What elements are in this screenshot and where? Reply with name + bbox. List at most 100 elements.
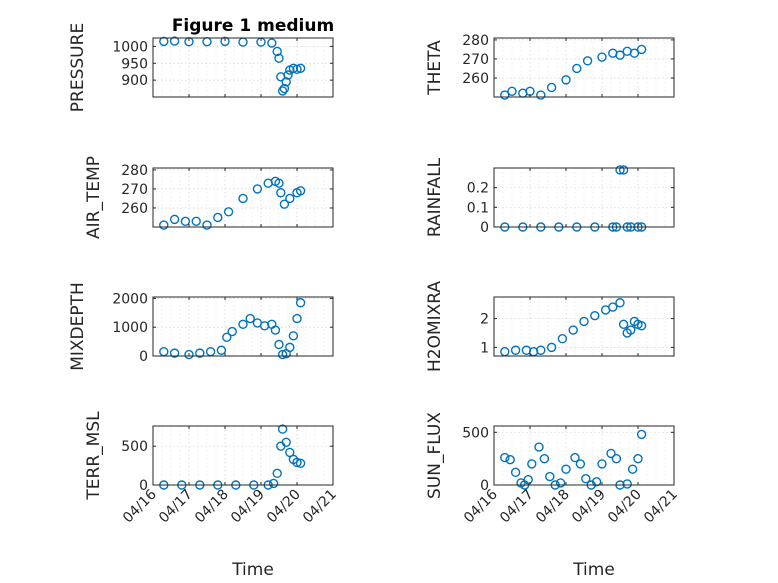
data-point xyxy=(274,178,284,188)
x-tick-label: 04/19 xyxy=(569,487,609,527)
y-axis-label: RAINFALL xyxy=(425,157,445,237)
x-tick-label: 04/17 xyxy=(156,487,196,527)
data-point xyxy=(606,448,616,459)
data-point xyxy=(295,186,306,196)
data-point xyxy=(555,478,566,488)
y-tick-label: 900 xyxy=(121,73,148,89)
data-point xyxy=(546,82,557,93)
axes-box xyxy=(493,167,675,228)
axes-box xyxy=(493,425,675,486)
data-point xyxy=(252,184,263,194)
data-point xyxy=(216,345,227,355)
data-point xyxy=(245,313,255,324)
data-point xyxy=(633,453,643,464)
data-point xyxy=(591,477,602,487)
x-tick-label: 04/19 xyxy=(228,487,268,527)
axes-box xyxy=(152,37,334,98)
data-point xyxy=(222,332,232,342)
data-point xyxy=(615,298,625,308)
data-point xyxy=(568,325,578,335)
data-point xyxy=(627,464,638,474)
data-point xyxy=(539,453,550,464)
data-point xyxy=(285,193,295,204)
y-tick-label: 0 xyxy=(480,220,489,236)
y-tick-label: 270 xyxy=(121,182,148,198)
data-point xyxy=(523,475,533,485)
data-point xyxy=(169,214,180,225)
axes-box xyxy=(493,296,675,357)
y-tick-label: 0 xyxy=(139,478,148,494)
data-point xyxy=(581,473,591,484)
data-point xyxy=(202,220,212,230)
data-point xyxy=(597,52,607,62)
data-point xyxy=(510,467,521,478)
y-tick-label: 2000 xyxy=(112,291,148,307)
data-point xyxy=(575,459,586,469)
data-point xyxy=(169,36,180,46)
data-point xyxy=(281,77,291,87)
data-point xyxy=(611,453,622,464)
data-point xyxy=(180,216,191,226)
data-point xyxy=(618,319,629,330)
data-point xyxy=(268,478,279,489)
y-tick-label: 1000 xyxy=(112,39,148,55)
data-point xyxy=(276,188,286,198)
x-tick-label: 04/17 xyxy=(497,487,537,527)
data-point xyxy=(159,220,169,230)
data-point xyxy=(238,193,248,204)
y-tick-label: 950 xyxy=(121,56,148,72)
data-point xyxy=(277,349,288,360)
data-point xyxy=(505,455,515,465)
x-tick-label: 04/21 xyxy=(641,487,681,527)
data-point xyxy=(169,348,180,358)
subplot-h2omixra: 1 2 H2OMIXRA xyxy=(425,281,675,372)
data-point xyxy=(191,216,201,226)
x-tick-label: 04/18 xyxy=(192,487,232,527)
x-tick-label: 04/21 xyxy=(300,487,340,527)
data-point xyxy=(292,313,302,324)
data-point xyxy=(608,302,618,312)
y-tick-label: 0 xyxy=(139,349,148,365)
y-tick-label: 270 xyxy=(462,52,489,68)
data-point xyxy=(622,479,632,489)
data-point xyxy=(507,86,517,96)
data-point xyxy=(238,319,248,330)
data-point xyxy=(274,53,284,63)
data-point xyxy=(288,331,299,341)
x-axis-label-left: Time xyxy=(231,560,274,580)
data-point xyxy=(292,457,302,468)
subplot-rainfall: 0 0.1 0.2 RAINFALL xyxy=(425,157,675,237)
y-tick-label: 0.2 xyxy=(467,181,489,197)
y-axis-label: THETA xyxy=(425,40,445,96)
data-point xyxy=(582,56,593,66)
data-point xyxy=(561,75,571,85)
data-point xyxy=(279,83,290,94)
data-point xyxy=(500,90,510,100)
data-point xyxy=(615,50,625,60)
data-point xyxy=(636,429,647,440)
data-point xyxy=(597,459,607,469)
x-tick-label: 04/20 xyxy=(264,487,304,527)
data-point xyxy=(545,471,555,482)
data-point xyxy=(636,321,647,331)
figure-title: Figure 1 medium xyxy=(172,16,334,36)
data-point xyxy=(184,349,194,360)
data-point xyxy=(536,345,546,355)
data-point xyxy=(159,36,169,47)
x-tick-label: 04/20 xyxy=(605,487,645,527)
x-tick-label: 04/18 xyxy=(533,487,573,527)
data-point xyxy=(227,326,237,337)
data-point xyxy=(510,345,521,355)
subplot-theta: 260 270 280 THETA xyxy=(425,33,675,100)
y-tick-label: 500 xyxy=(462,425,489,441)
y-tick-label: 1000 xyxy=(112,320,148,336)
y-tick-label: 2 xyxy=(480,312,489,328)
data-point xyxy=(277,86,288,96)
y-axis-label: SUN_FLUX xyxy=(425,412,445,499)
subplot-sun-flux: 0500SUN_FLUX04/1604/1704/1804/1904/2004/… xyxy=(425,412,681,527)
data-point xyxy=(283,70,293,80)
y-tick-label: 280 xyxy=(121,163,148,179)
data-point xyxy=(536,90,546,100)
